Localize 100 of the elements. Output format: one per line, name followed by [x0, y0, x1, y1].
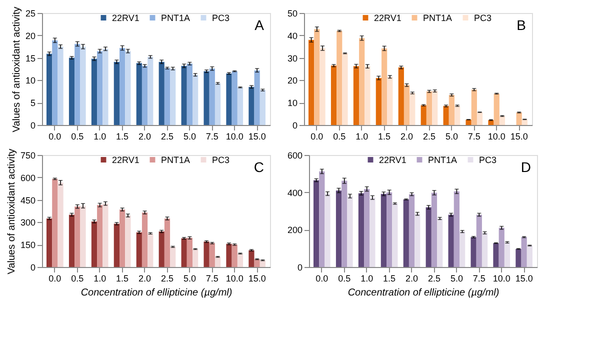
- x-tick-label: 0.0: [48, 132, 62, 142]
- x-tick-label: 0.0: [310, 132, 324, 142]
- y-tick-label: 450: [20, 195, 36, 206]
- x-tick-label: 10.0: [226, 132, 244, 142]
- y-tick-label: 150: [20, 240, 36, 250]
- bar: [260, 90, 266, 125]
- bar: [364, 66, 370, 125]
- bar: [74, 44, 80, 125]
- y-tick-label: 750: [20, 150, 36, 160]
- bar: [204, 71, 210, 125]
- bar: [410, 92, 416, 125]
- bar: [148, 233, 154, 267]
- legend-label: PNT1A: [161, 12, 190, 23]
- y-axis-title: Values of antioxidant activity: [11, 6, 22, 132]
- bar: [80, 46, 86, 125]
- bar: [125, 51, 131, 125]
- bar: [370, 198, 376, 267]
- bar: [192, 74, 198, 125]
- bar: [226, 73, 232, 125]
- bar: [91, 58, 98, 125]
- y-tick-label: 30: [287, 53, 298, 64]
- bar: [209, 243, 215, 267]
- bar: [186, 64, 192, 125]
- bar: [320, 48, 326, 125]
- bar: [142, 66, 148, 125]
- bar: [136, 63, 142, 125]
- x-tick-label: 1.0: [94, 274, 106, 284]
- bar: [386, 192, 392, 267]
- bar: [521, 237, 527, 267]
- x-tick-label: 7.5: [472, 274, 486, 284]
- y-tick-label: 0: [30, 120, 36, 130]
- y-tick-label: 0: [292, 120, 298, 130]
- y-tick-label: 40: [287, 30, 298, 41]
- bar: [454, 191, 460, 267]
- bar: [470, 237, 476, 267]
- bar: [58, 46, 64, 125]
- x-tick-label: 1.5: [116, 274, 129, 284]
- x-tick-label: 2.5: [160, 132, 174, 142]
- bar: [209, 68, 215, 125]
- y-tick-label: 10: [25, 76, 36, 86]
- bar: [192, 249, 198, 267]
- y-axis-title: Values of antioxidant activity: [6, 148, 18, 274]
- bar: [358, 193, 364, 267]
- bar: [46, 54, 52, 125]
- bar: [170, 68, 176, 125]
- bar: [170, 246, 176, 267]
- bar: [314, 29, 320, 125]
- x-tick-label: 5.0: [450, 274, 463, 284]
- y-tick-label: 10: [287, 98, 298, 108]
- x-tick-label: 15.0: [510, 132, 528, 142]
- bar: [248, 250, 254, 267]
- y-tick-label: 300: [20, 218, 36, 228]
- bar: [214, 256, 221, 267]
- bar: [68, 58, 75, 125]
- bar: [516, 112, 522, 125]
- bar: [114, 62, 120, 125]
- x-tick-label: 15.0: [515, 274, 533, 284]
- bar: [254, 259, 260, 267]
- bar: [432, 90, 438, 125]
- x-axis-title: Concentration of ellipticine (µg/ml): [80, 288, 232, 298]
- bar: [158, 231, 164, 267]
- y-tick-label: 0: [297, 262, 302, 272]
- bar: [232, 71, 238, 125]
- x-tick-label: 15.0: [248, 274, 266, 284]
- x-tick-label: 1.0: [94, 132, 106, 142]
- bar: [136, 232, 142, 267]
- x-tick-label: 2.0: [400, 132, 414, 142]
- bar: [181, 238, 187, 267]
- legend-label: PNT1A: [428, 154, 458, 165]
- bar: [466, 120, 472, 125]
- y-tick-label: 0: [30, 262, 36, 272]
- bar: [120, 210, 126, 267]
- y-tick-label: 400: [287, 188, 302, 198]
- bar: [319, 171, 325, 267]
- x-tick-label: 0.0: [48, 274, 62, 284]
- bar: [471, 90, 477, 125]
- x-tick-label: 2.0: [406, 274, 418, 284]
- annotation: D: [520, 159, 531, 175]
- bar: [499, 116, 506, 125]
- bar: [342, 180, 348, 267]
- bar: [364, 188, 370, 267]
- bar: [204, 242, 210, 267]
- bar: [476, 112, 483, 125]
- y-tick-label: 50: [287, 8, 298, 18]
- y-tick-label: 600: [287, 150, 302, 160]
- x-tick-label: 2.0: [138, 274, 152, 284]
- bar: [102, 204, 108, 267]
- x-tick-label: 1.0: [356, 132, 368, 142]
- bar: [164, 68, 170, 125]
- bar: [443, 106, 449, 125]
- bar: [58, 182, 64, 267]
- bar: [114, 224, 120, 267]
- bar: [448, 214, 454, 267]
- bar: [408, 194, 415, 267]
- bar: [403, 199, 409, 267]
- x-tick-label: 1.5: [383, 274, 396, 284]
- legend-label: PNT1A: [161, 154, 190, 165]
- legend-label: 22RV1: [374, 12, 402, 23]
- bar: [237, 254, 244, 267]
- bar: [142, 212, 148, 267]
